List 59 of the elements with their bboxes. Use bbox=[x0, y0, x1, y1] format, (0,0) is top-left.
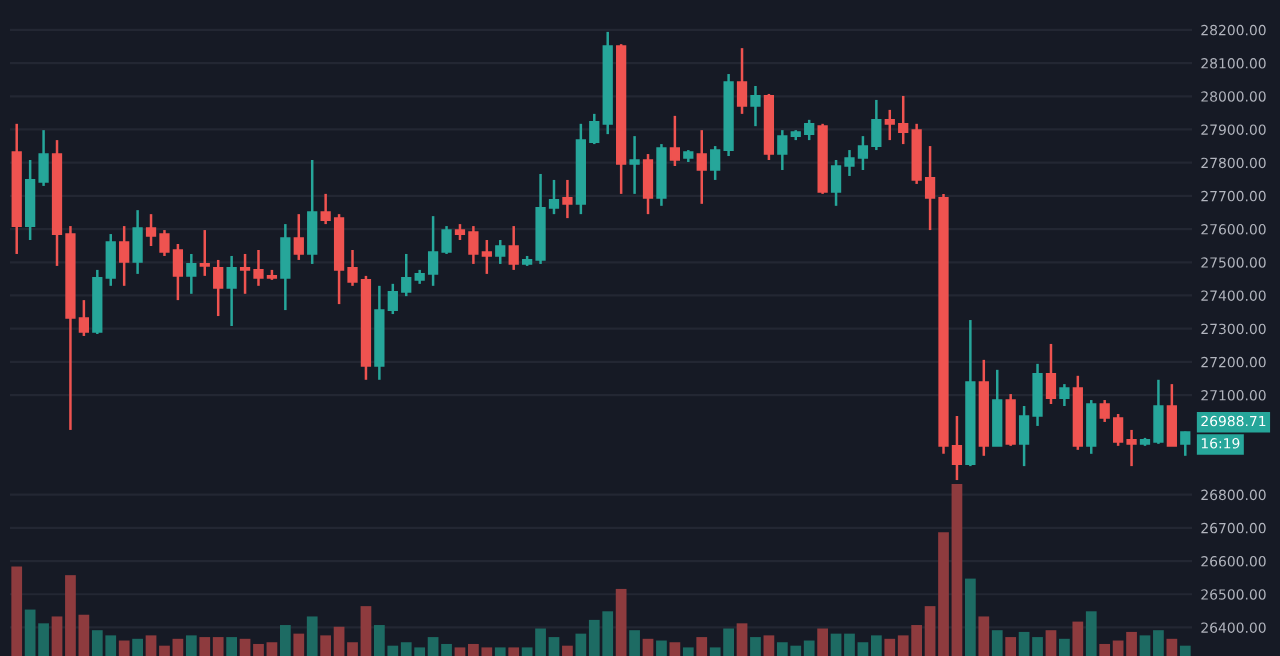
bar bbox=[185, 635, 197, 656]
candlestick bbox=[132, 208, 143, 276]
bar bbox=[991, 630, 1003, 656]
candlestick bbox=[119, 224, 130, 288]
bar bbox=[293, 633, 305, 656]
candlestick bbox=[508, 224, 519, 272]
bar bbox=[1072, 621, 1084, 656]
bar bbox=[682, 647, 694, 656]
bar bbox=[562, 645, 573, 656]
bar bbox=[615, 588, 627, 656]
bar bbox=[494, 647, 506, 656]
candlestick bbox=[777, 128, 788, 172]
bar bbox=[629, 630, 640, 656]
candlestick bbox=[1166, 382, 1177, 448]
bar bbox=[763, 635, 775, 656]
candlestick bbox=[1059, 382, 1070, 408]
bar bbox=[508, 647, 520, 656]
bar bbox=[1179, 645, 1191, 656]
bar bbox=[306, 616, 318, 656]
candlestick bbox=[105, 232, 116, 288]
candlestick bbox=[750, 84, 761, 128]
bar bbox=[736, 623, 748, 656]
bar bbox=[642, 638, 654, 656]
candlestick bbox=[1180, 430, 1191, 458]
bar bbox=[118, 640, 130, 656]
candlestick bbox=[495, 238, 506, 266]
candlestick bbox=[213, 258, 224, 318]
candlestick bbox=[736, 46, 748, 116]
candlestick bbox=[1086, 398, 1097, 456]
bar bbox=[669, 642, 681, 656]
candlestick bbox=[642, 152, 654, 216]
candlestick bbox=[669, 114, 681, 168]
bar bbox=[656, 640, 667, 656]
candlestick bbox=[226, 254, 237, 328]
candlestick bbox=[1005, 392, 1016, 448]
candlestick bbox=[1045, 342, 1057, 406]
bar bbox=[1005, 637, 1017, 656]
bar bbox=[978, 616, 990, 656]
candlestick bbox=[293, 212, 304, 262]
candlestick bbox=[562, 178, 573, 220]
bar bbox=[696, 637, 708, 656]
candlestick bbox=[307, 158, 318, 266]
bar bbox=[965, 578, 976, 656]
bar bbox=[1166, 638, 1178, 656]
bar bbox=[1085, 611, 1097, 656]
bar bbox=[1045, 630, 1057, 656]
bar bbox=[750, 637, 761, 656]
bar bbox=[279, 625, 291, 656]
bar bbox=[11, 566, 23, 656]
candlestick bbox=[629, 134, 640, 196]
bar bbox=[817, 628, 828, 656]
candlestick bbox=[199, 228, 210, 278]
bar bbox=[132, 638, 143, 656]
bar bbox=[1059, 638, 1070, 656]
candlestick bbox=[992, 368, 1003, 448]
candlestick bbox=[280, 222, 291, 312]
candlestick bbox=[186, 252, 197, 296]
candlestick bbox=[696, 128, 707, 206]
bar bbox=[226, 637, 237, 656]
